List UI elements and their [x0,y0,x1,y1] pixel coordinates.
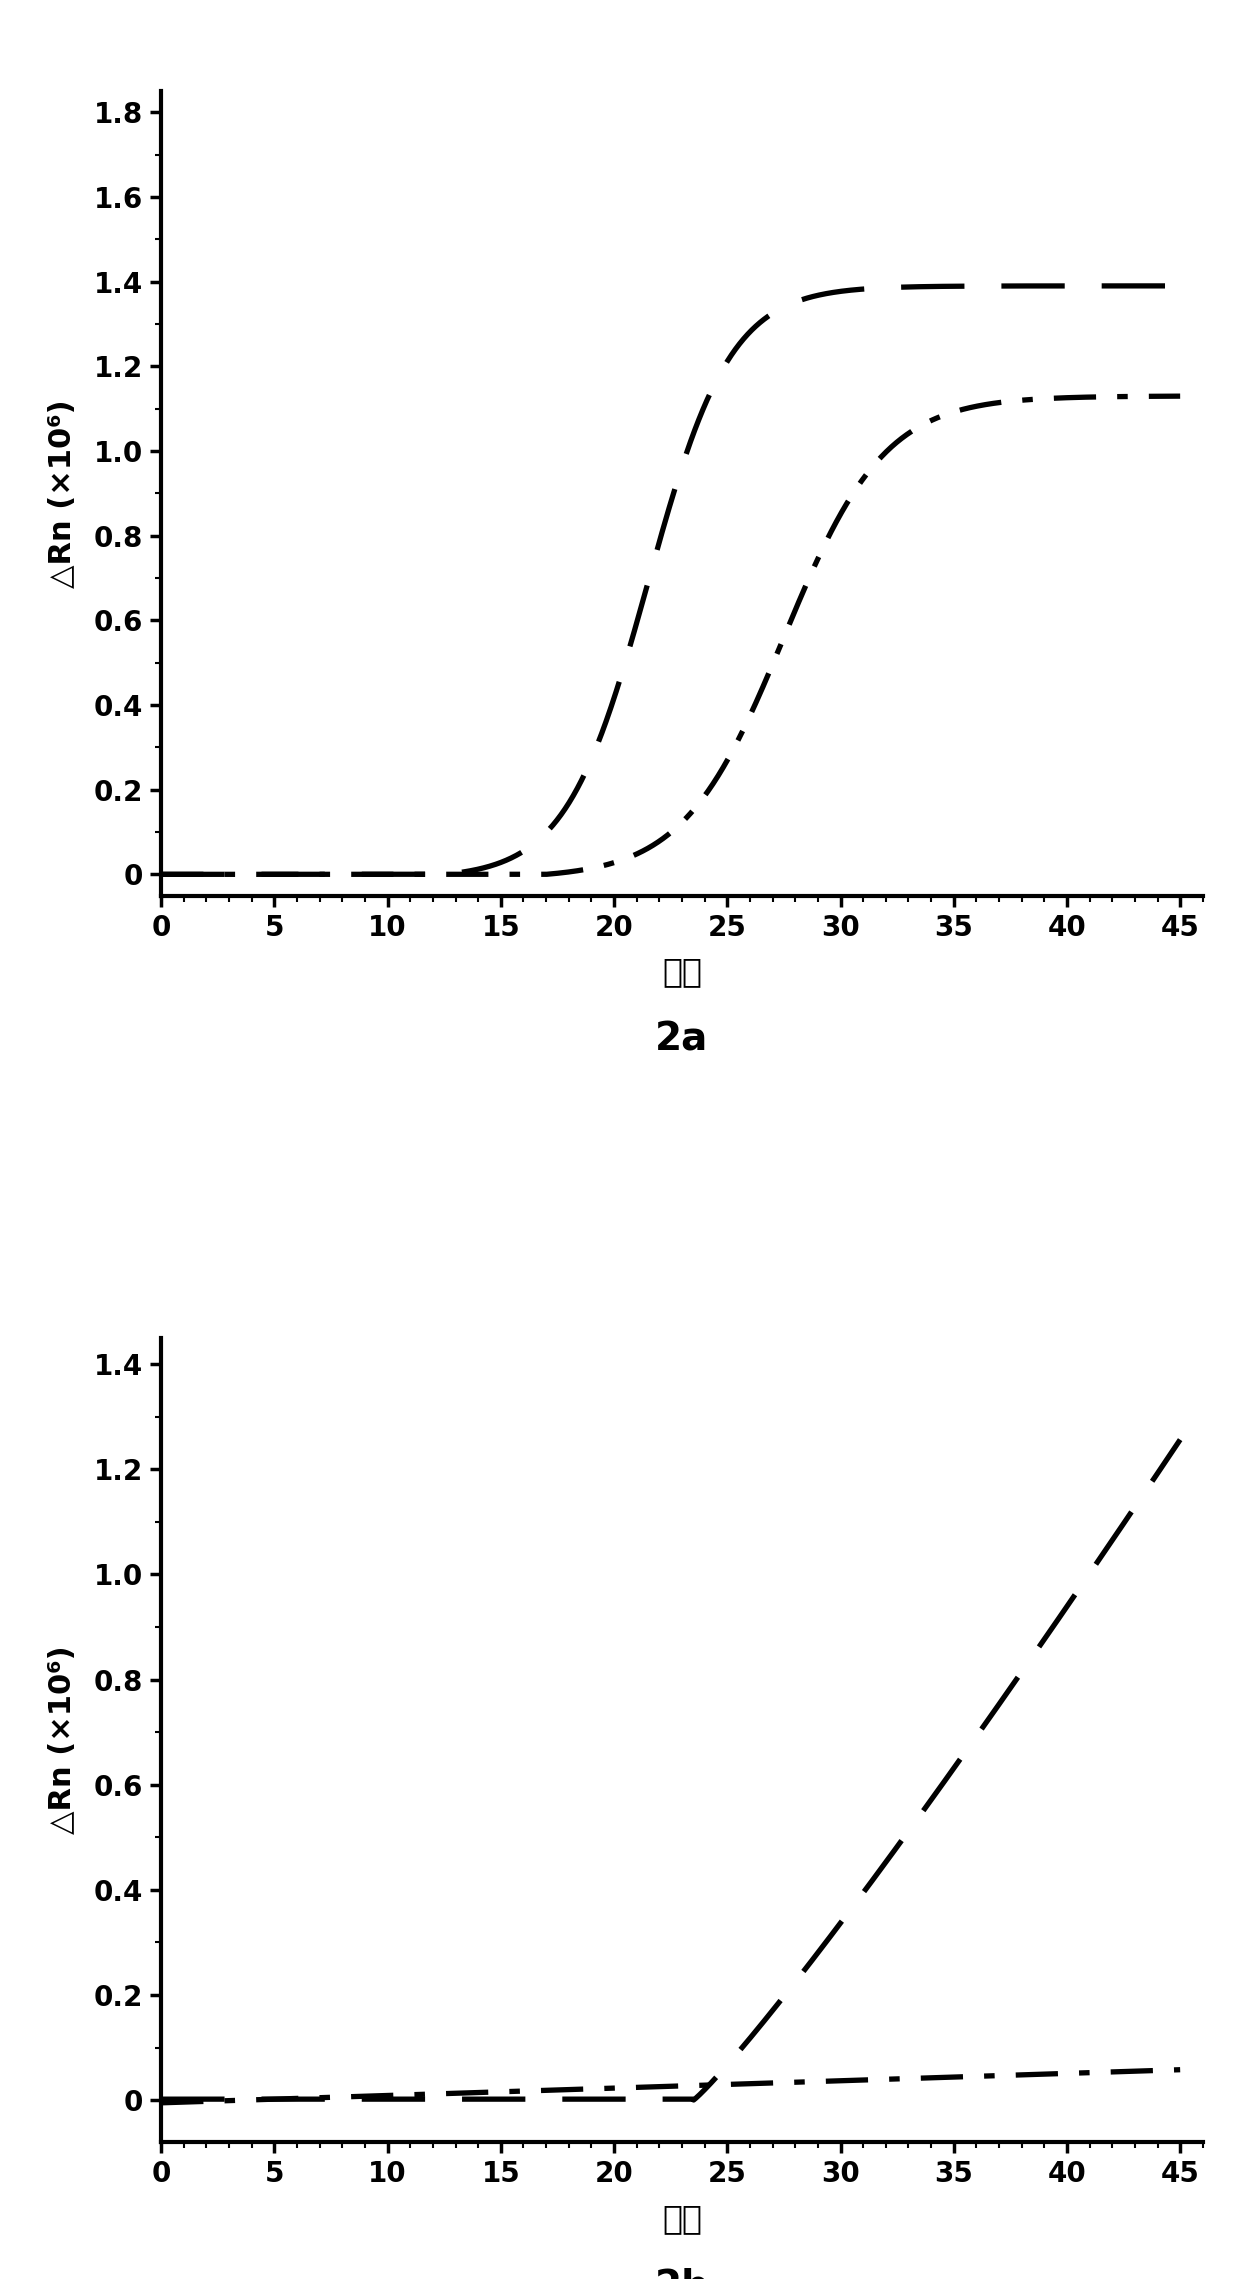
Y-axis label: △Rn (×10⁶): △Rn (×10⁶) [48,399,77,588]
Text: 2a: 2a [656,1021,708,1060]
Text: 2b: 2b [655,2268,709,2279]
X-axis label: 循环: 循环 [662,955,702,989]
Y-axis label: △Rn (×10⁶): △Rn (×10⁶) [48,1645,77,1835]
X-axis label: 循环: 循环 [662,2202,702,2236]
